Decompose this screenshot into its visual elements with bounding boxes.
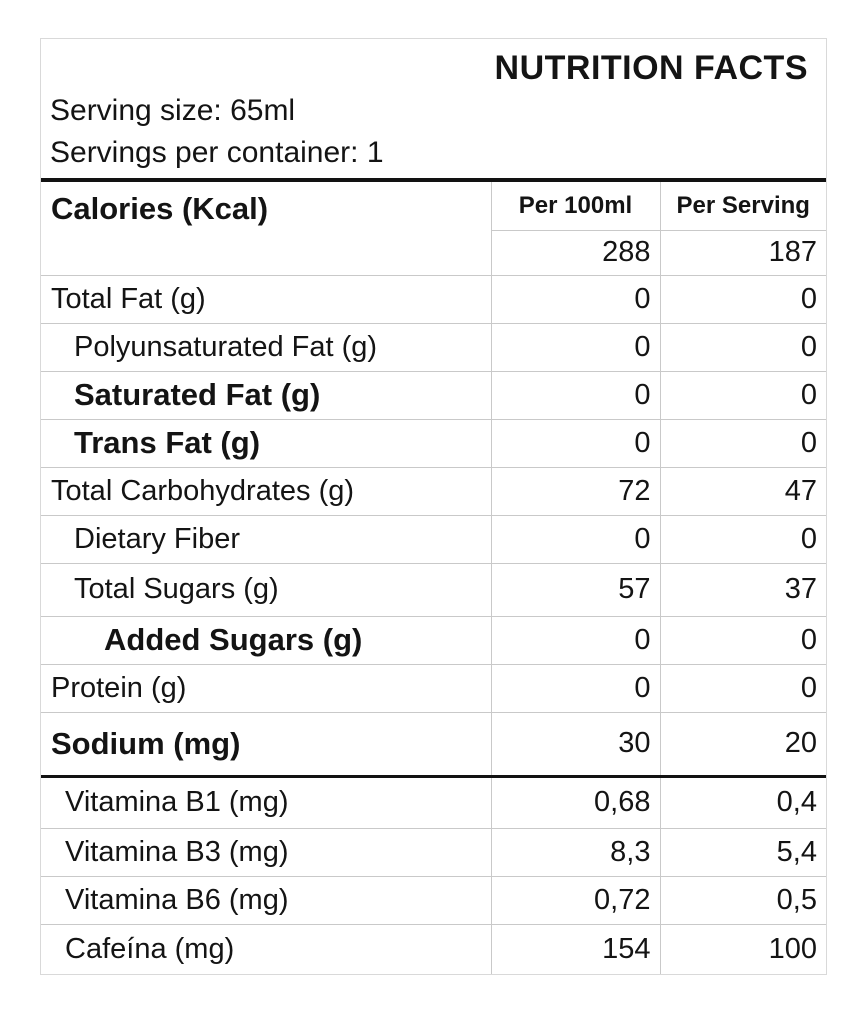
nutrient-row: Trans Fat (g) 0 0 <box>41 418 826 467</box>
nutrient-row: Saturated Fat (g) 0 0 <box>41 370 826 419</box>
calories-values-row: 288 187 <box>41 229 826 275</box>
value-per-serving: 0 <box>659 370 826 419</box>
micronutrient-row: Cafeína (mg) 154 100 <box>41 923 826 974</box>
value-per-100ml: 0 <box>490 274 660 323</box>
nutrient-row: Total Sugars (g) 57 37 <box>41 562 826 616</box>
nutrient-row: Total Fat (g) 0 0 <box>41 274 826 323</box>
value-per-serving: 20 <box>659 711 826 776</box>
nutrient-row: Added Sugars (g) 0 0 <box>41 615 826 664</box>
value-per-serving: 0 <box>659 615 826 664</box>
value-per-serving: 0 <box>659 418 826 467</box>
micronutrient-row: Vitamina B1 (mg) 0,68 0,4 <box>41 774 826 828</box>
micronutrient-label: Vitamina B3 (mg) <box>41 827 491 876</box>
micronutrient-label: Vitamina B6 (mg) <box>41 875 491 924</box>
label-header: NUTRITION FACTS Serving size: 65ml Servi… <box>41 39 826 178</box>
serving-size: Serving size: 65ml <box>50 94 296 127</box>
value-per-100ml: 0,68 <box>490 774 660 828</box>
nutrient-label: Added Sugars (g) <box>41 615 491 664</box>
value-per-100ml: 0 <box>490 615 660 664</box>
value-per-100ml: 72 <box>490 466 660 515</box>
calories-label: Calories (Kcal) <box>51 191 269 226</box>
nutrient-label: Total Fat (g) <box>41 274 491 323</box>
calories-value-per-100ml: 288 <box>490 229 660 275</box>
value-per-100ml: 0 <box>490 418 660 467</box>
label-title: NUTRITION FACTS <box>494 49 808 87</box>
value-per-serving: 0 <box>659 274 826 323</box>
table-header-row: Calories (Kcal) Per 100ml Per Serving <box>41 180 826 230</box>
micronutrient-label: Cafeína (mg) <box>41 923 491 974</box>
nutrient-row: Polyunsaturated Fat (g) 0 0 <box>41 322 826 371</box>
micronutrient-label: Vitamina B1 (mg) <box>41 774 491 828</box>
nutrient-label: Polyunsaturated Fat (g) <box>41 322 491 371</box>
nutrient-row: Sodium (mg) 30 20 <box>41 711 826 776</box>
value-per-serving: 0 <box>659 514 826 563</box>
micronutrient-row: Vitamina B3 (mg) 8,3 5,4 <box>41 827 826 876</box>
nutrient-label: Protein (g) <box>41 663 491 712</box>
nutrient-label: Total Sugars (g) <box>41 562 491 616</box>
nutrient-label: Trans Fat (g) <box>41 418 491 467</box>
value-per-100ml: 8,3 <box>490 827 660 876</box>
nutrient-label: Sodium (mg) <box>41 711 491 776</box>
value-per-serving: 47 <box>659 466 826 515</box>
value-per-100ml: 0 <box>490 322 660 371</box>
value-per-serving: 0,4 <box>659 774 826 828</box>
value-per-serving: 0 <box>659 322 826 371</box>
value-per-serving: 0 <box>659 663 826 712</box>
column-header-per-serving: Per Serving <box>659 180 826 230</box>
micronutrient-row: Vitamina B6 (mg) 0,72 0,5 <box>41 875 826 924</box>
value-per-100ml: 30 <box>490 711 660 776</box>
value-per-serving: 0,5 <box>659 875 826 924</box>
nutrition-table: Calories (Kcal) Per 100ml Per Serving 28… <box>41 178 826 974</box>
nutrient-label: Total Carbohydrates (g) <box>41 466 491 515</box>
value-per-100ml: 0 <box>490 514 660 563</box>
value-per-100ml: 57 <box>490 562 660 616</box>
nutrient-label: Saturated Fat (g) <box>41 370 491 419</box>
nutrient-row: Protein (g) 0 0 <box>41 663 826 712</box>
nutrient-label: Dietary Fiber <box>41 514 491 563</box>
nutrient-row: Dietary Fiber 0 0 <box>41 514 826 563</box>
nutrient-row: Total Carbohydrates (g) 72 47 <box>41 466 826 515</box>
nutrition-label: NUTRITION FACTS Serving size: 65ml Servi… <box>40 38 827 975</box>
value-per-100ml: 0 <box>490 663 660 712</box>
value-per-100ml: 154 <box>490 923 660 974</box>
servings-per-container: Servings per container: 1 <box>50 136 384 169</box>
calories-value-per-serving: 187 <box>659 229 826 275</box>
value-per-serving: 37 <box>659 562 826 616</box>
value-per-serving: 5,4 <box>659 827 826 876</box>
column-header-per-100ml: Per 100ml <box>490 180 660 230</box>
value-per-100ml: 0,72 <box>490 875 660 924</box>
value-per-100ml: 0 <box>490 370 660 419</box>
value-per-serving: 100 <box>659 923 826 974</box>
